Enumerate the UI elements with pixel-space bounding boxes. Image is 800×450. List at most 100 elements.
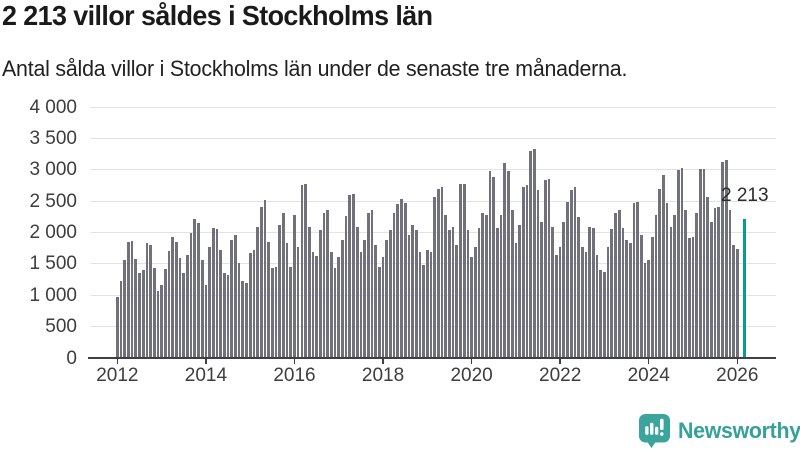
- bar: [182, 273, 186, 357]
- bar: [459, 184, 462, 357]
- bar: [514, 243, 518, 357]
- bar: [208, 246, 211, 357]
- bar: [200, 260, 204, 357]
- newsworthy-logo-icon: [639, 414, 670, 448]
- bar: [706, 196, 710, 357]
- bar: [178, 257, 182, 357]
- bar: [263, 199, 267, 357]
- bar: [160, 284, 163, 357]
- bar: [492, 176, 496, 357]
- bar: [584, 251, 588, 357]
- bar: [444, 214, 448, 357]
- axis-tick: [205, 358, 207, 364]
- bar: [197, 223, 200, 357]
- bar: [156, 291, 160, 357]
- bar: [389, 229, 392, 357]
- bar: [223, 273, 226, 357]
- bar: [293, 214, 296, 357]
- bar: [440, 187, 444, 357]
- bar: [425, 250, 429, 357]
- bar: [485, 214, 488, 357]
- bar: [215, 228, 219, 357]
- x-axis-label: 2014: [184, 365, 228, 386]
- chart-subtitle: Antal sålda villor i Stockholms län unde…: [2, 56, 628, 81]
- bar: [437, 188, 440, 357]
- bar: [134, 258, 138, 357]
- bar: [521, 186, 525, 357]
- bar: [614, 213, 617, 357]
- bar: [713, 208, 717, 357]
- bar: [296, 246, 300, 357]
- x-axis-label: 2018: [361, 365, 405, 386]
- bar: [728, 209, 732, 357]
- bar: [525, 185, 529, 357]
- bar: [621, 228, 625, 357]
- bar: [307, 226, 311, 357]
- bar: [451, 226, 455, 357]
- x-axis-label: 2020: [450, 365, 493, 386]
- bar: [256, 226, 259, 357]
- x-axis-label: 2024: [627, 365, 670, 386]
- bar: [130, 241, 134, 357]
- bar: [219, 250, 222, 357]
- bar: [211, 228, 215, 357]
- bar: [274, 266, 278, 357]
- bar: [625, 240, 628, 357]
- chart-title: 2 213 villor såldes i Stockholms län: [2, 0, 433, 31]
- x-axis-label: 2016: [273, 365, 316, 386]
- axis-tick: [736, 358, 739, 364]
- bar: [573, 187, 577, 357]
- bar: [676, 170, 680, 357]
- bar: [407, 235, 411, 357]
- bar: [123, 260, 127, 357]
- axis-tick: [293, 358, 296, 364]
- bar: [632, 203, 636, 357]
- bar: [267, 241, 270, 357]
- bar: [304, 183, 307, 357]
- bar: [355, 226, 359, 357]
- bar: [558, 246, 562, 357]
- bar: [448, 229, 451, 357]
- bar: [326, 209, 330, 357]
- bar: [411, 224, 414, 357]
- bar: [245, 283, 248, 357]
- bar: [145, 243, 149, 357]
- bar: [363, 240, 366, 357]
- bar: [163, 268, 167, 357]
- bar: [330, 251, 333, 357]
- gridline: [90, 137, 776, 139]
- bar: [138, 273, 141, 357]
- bar: [510, 209, 514, 357]
- bar: [285, 243, 289, 357]
- bar: [119, 281, 123, 357]
- bar: [477, 228, 481, 357]
- gridline: [90, 169, 776, 171]
- bar: [717, 206, 721, 357]
- bar: [414, 229, 418, 357]
- bar: [429, 251, 433, 357]
- latest-value-label: 2 213: [721, 185, 769, 206]
- x-axis-label: 2012: [96, 365, 139, 386]
- bar: [230, 240, 234, 357]
- bar: [662, 175, 665, 357]
- bar: [592, 228, 595, 357]
- bar: [643, 263, 647, 357]
- bar: [422, 265, 425, 357]
- bar: [569, 189, 573, 357]
- highlighted-bar: [743, 219, 746, 357]
- bar: [566, 201, 569, 357]
- y-axis-label: 500: [45, 316, 77, 338]
- bar: [547, 179, 551, 357]
- bar: [248, 253, 252, 357]
- x-axis-line: [88, 356, 776, 359]
- y-axis-label: 1 000: [29, 284, 77, 306]
- bar: [529, 150, 532, 357]
- bar: [669, 226, 673, 357]
- gridline: [90, 106, 776, 108]
- bar: [684, 209, 687, 357]
- bar: [710, 221, 713, 357]
- y-axis-label: 1 500: [29, 253, 77, 275]
- bar: [628, 243, 632, 357]
- bar: [175, 241, 178, 357]
- bar: [374, 245, 377, 357]
